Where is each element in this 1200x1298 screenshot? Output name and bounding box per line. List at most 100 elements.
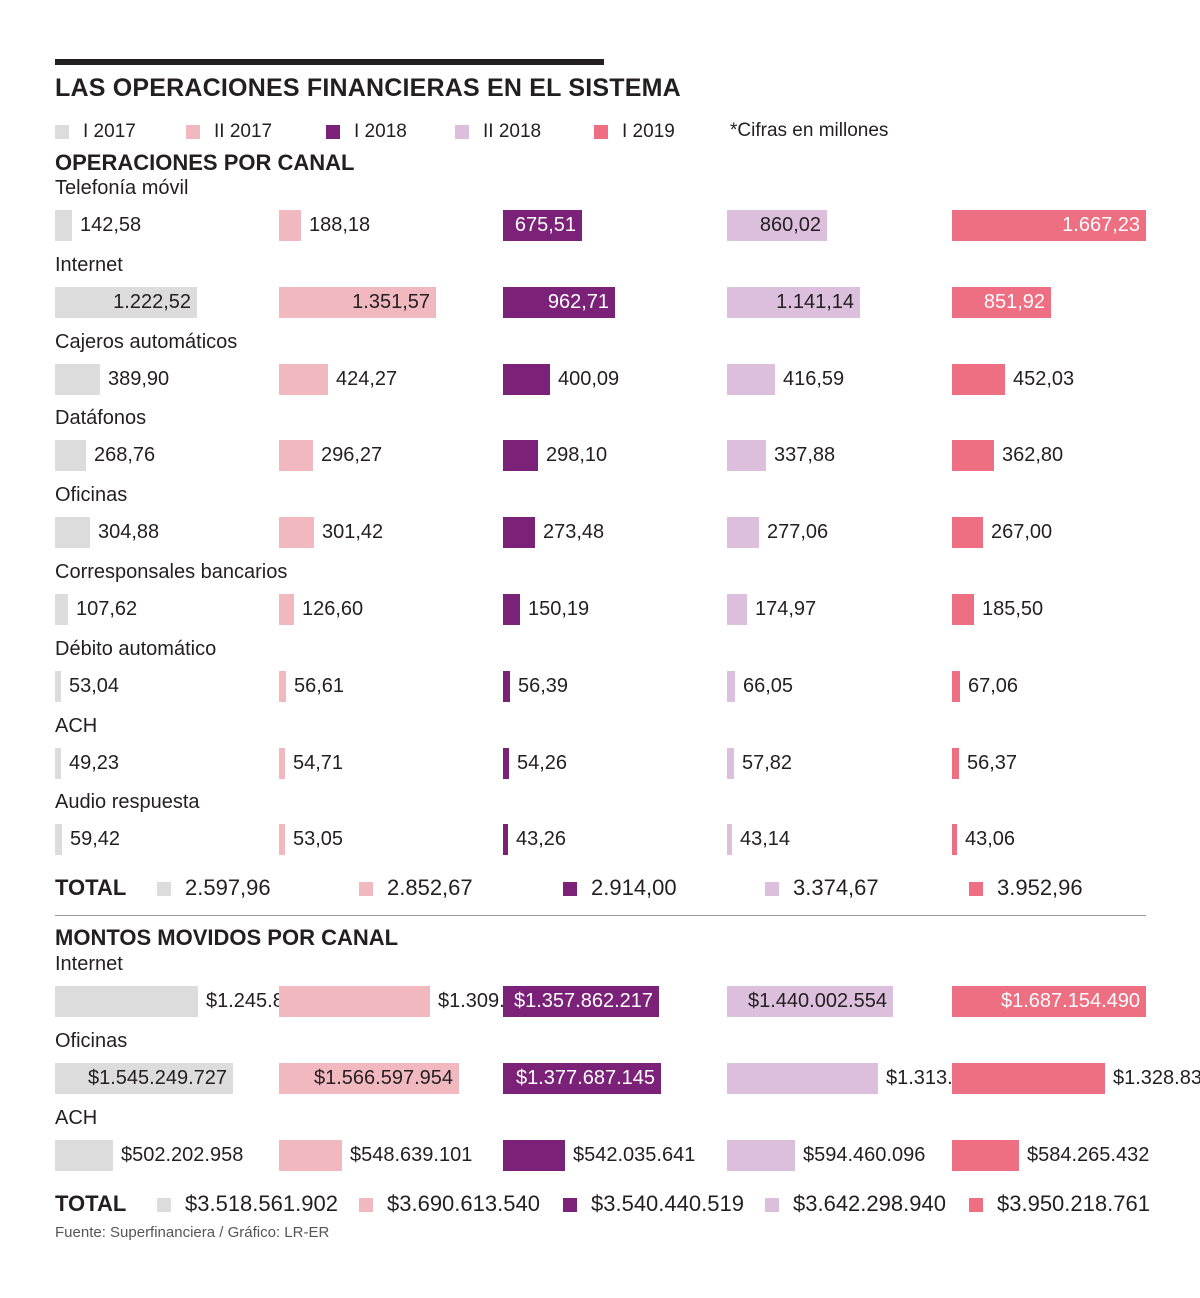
data-label: 851,92 <box>983 290 1045 313</box>
data-label: 273,48 <box>543 521 605 544</box>
total-label: TOTAL <box>55 875 127 900</box>
legend-label: I 2017 <box>83 121 136 142</box>
legend-swatch <box>326 125 340 139</box>
bar <box>503 363 550 395</box>
bar <box>952 286 1051 318</box>
bar <box>727 824 732 856</box>
legend-swatch <box>186 125 200 139</box>
data-label: 267,00 <box>991 521 1053 544</box>
bar <box>503 594 520 625</box>
total-value: 2.852,67 <box>387 875 473 900</box>
category-label: ACH <box>55 1107 98 1129</box>
bar <box>279 517 314 549</box>
bar <box>279 824 285 856</box>
bar <box>727 517 759 549</box>
category-label: Oficinas <box>55 1030 128 1052</box>
title-rule <box>55 59 604 65</box>
total-value: 2.914,00 <box>591 875 677 900</box>
bar <box>55 670 61 702</box>
category-label: Corresponsales bancarios <box>55 561 288 583</box>
bar <box>727 210 827 241</box>
bar <box>503 440 538 472</box>
data-label: 416,59 <box>783 367 845 390</box>
bar <box>952 824 957 856</box>
data-label: 49,23 <box>69 751 120 774</box>
data-label: $584.265.432 <box>1027 1144 1150 1166</box>
data-label: 66,05 <box>743 674 794 697</box>
data-label: $1.377.687.145 <box>515 1067 655 1089</box>
bar <box>952 363 1005 395</box>
category-label: Débito automático <box>55 637 217 660</box>
data-label: 107,62 <box>76 598 138 620</box>
bar <box>279 594 294 625</box>
category-label: Cajeros automáticos <box>55 330 238 353</box>
bar <box>503 986 659 1017</box>
data-label: 174,97 <box>755 598 817 620</box>
data-label: 59,42 <box>70 828 121 851</box>
bar <box>727 986 893 1017</box>
bar <box>55 517 90 549</box>
data-label: $542.035.641 <box>573 1144 696 1166</box>
bar <box>727 747 734 779</box>
data-label: 126,60 <box>302 598 364 620</box>
data-label: $1.687.154.490 <box>1000 990 1140 1012</box>
legend-swatch <box>55 125 69 139</box>
bar <box>952 747 959 779</box>
category-label: Datáfonos <box>55 407 147 430</box>
legend-item: I 2017 <box>55 120 136 144</box>
data-label: 389,90 <box>108 367 170 390</box>
data-label: 362,80 <box>1002 444 1064 467</box>
bar <box>503 824 508 856</box>
bar <box>952 210 1146 241</box>
bar <box>279 210 301 241</box>
bar <box>503 286 615 318</box>
bar <box>55 1063 233 1094</box>
data-label: 860,02 <box>759 214 821 236</box>
data-label: 53,04 <box>69 674 120 697</box>
data-label: 53,05 <box>293 828 344 851</box>
legend-item: II 2018 <box>455 120 541 144</box>
data-label: 452,03 <box>1013 367 1075 390</box>
legend-swatch <box>455 125 469 139</box>
data-label: 56,39 <box>518 674 569 697</box>
bar <box>727 363 775 395</box>
units-note: *Cifras en millones <box>730 120 889 141</box>
category-label: ACH <box>55 714 98 737</box>
chart-title: LAS OPERACIONES FINANCIERAS EN EL SISTEM… <box>55 74 681 102</box>
total-value: 2.597,96 <box>185 875 271 900</box>
data-label: 400,09 <box>558 367 620 390</box>
data-label: 301,42 <box>322 521 384 544</box>
data-label: 43,26 <box>516 828 567 851</box>
data-label: 185,50 <box>982 598 1044 620</box>
data-label: 424,27 <box>336 367 398 390</box>
bar <box>55 440 86 472</box>
data-label: $1.357.862.217 <box>513 990 653 1012</box>
data-label: 1.222,52 <box>113 290 191 313</box>
legend-label: II 2017 <box>214 121 273 142</box>
data-label: 43,14 <box>740 828 791 851</box>
bar <box>55 824 62 856</box>
section-title: MONTOS MOVIDOS POR CANAL <box>55 925 399 950</box>
data-label: $548.639.101 <box>350 1144 473 1166</box>
bar <box>55 210 72 241</box>
data-label: 337,88 <box>774 444 836 467</box>
data-label: $1.545.249.727 <box>87 1067 227 1089</box>
data-label: 1.667,23 <box>1062 214 1140 236</box>
bar <box>727 594 747 625</box>
data-label: 962,71 <box>547 290 609 313</box>
data-label: 56,61 <box>294 674 345 697</box>
total-value: $3.518.561.902 <box>185 1191 338 1216</box>
category-label: Internet <box>55 253 123 276</box>
bar <box>55 986 198 1017</box>
source-note: Fuente: Superfinanciera / Gráfico: LR-ER <box>55 1224 330 1241</box>
bar <box>952 517 983 549</box>
total-swatch <box>157 882 171 896</box>
data-label: 304,88 <box>98 521 160 544</box>
bar <box>279 986 430 1017</box>
bar <box>279 1063 459 1094</box>
data-label: 43,06 <box>965 828 1016 851</box>
bar <box>727 1140 795 1171</box>
bar <box>727 286 860 318</box>
bar <box>55 594 68 625</box>
data-label: 150,19 <box>528 598 590 620</box>
